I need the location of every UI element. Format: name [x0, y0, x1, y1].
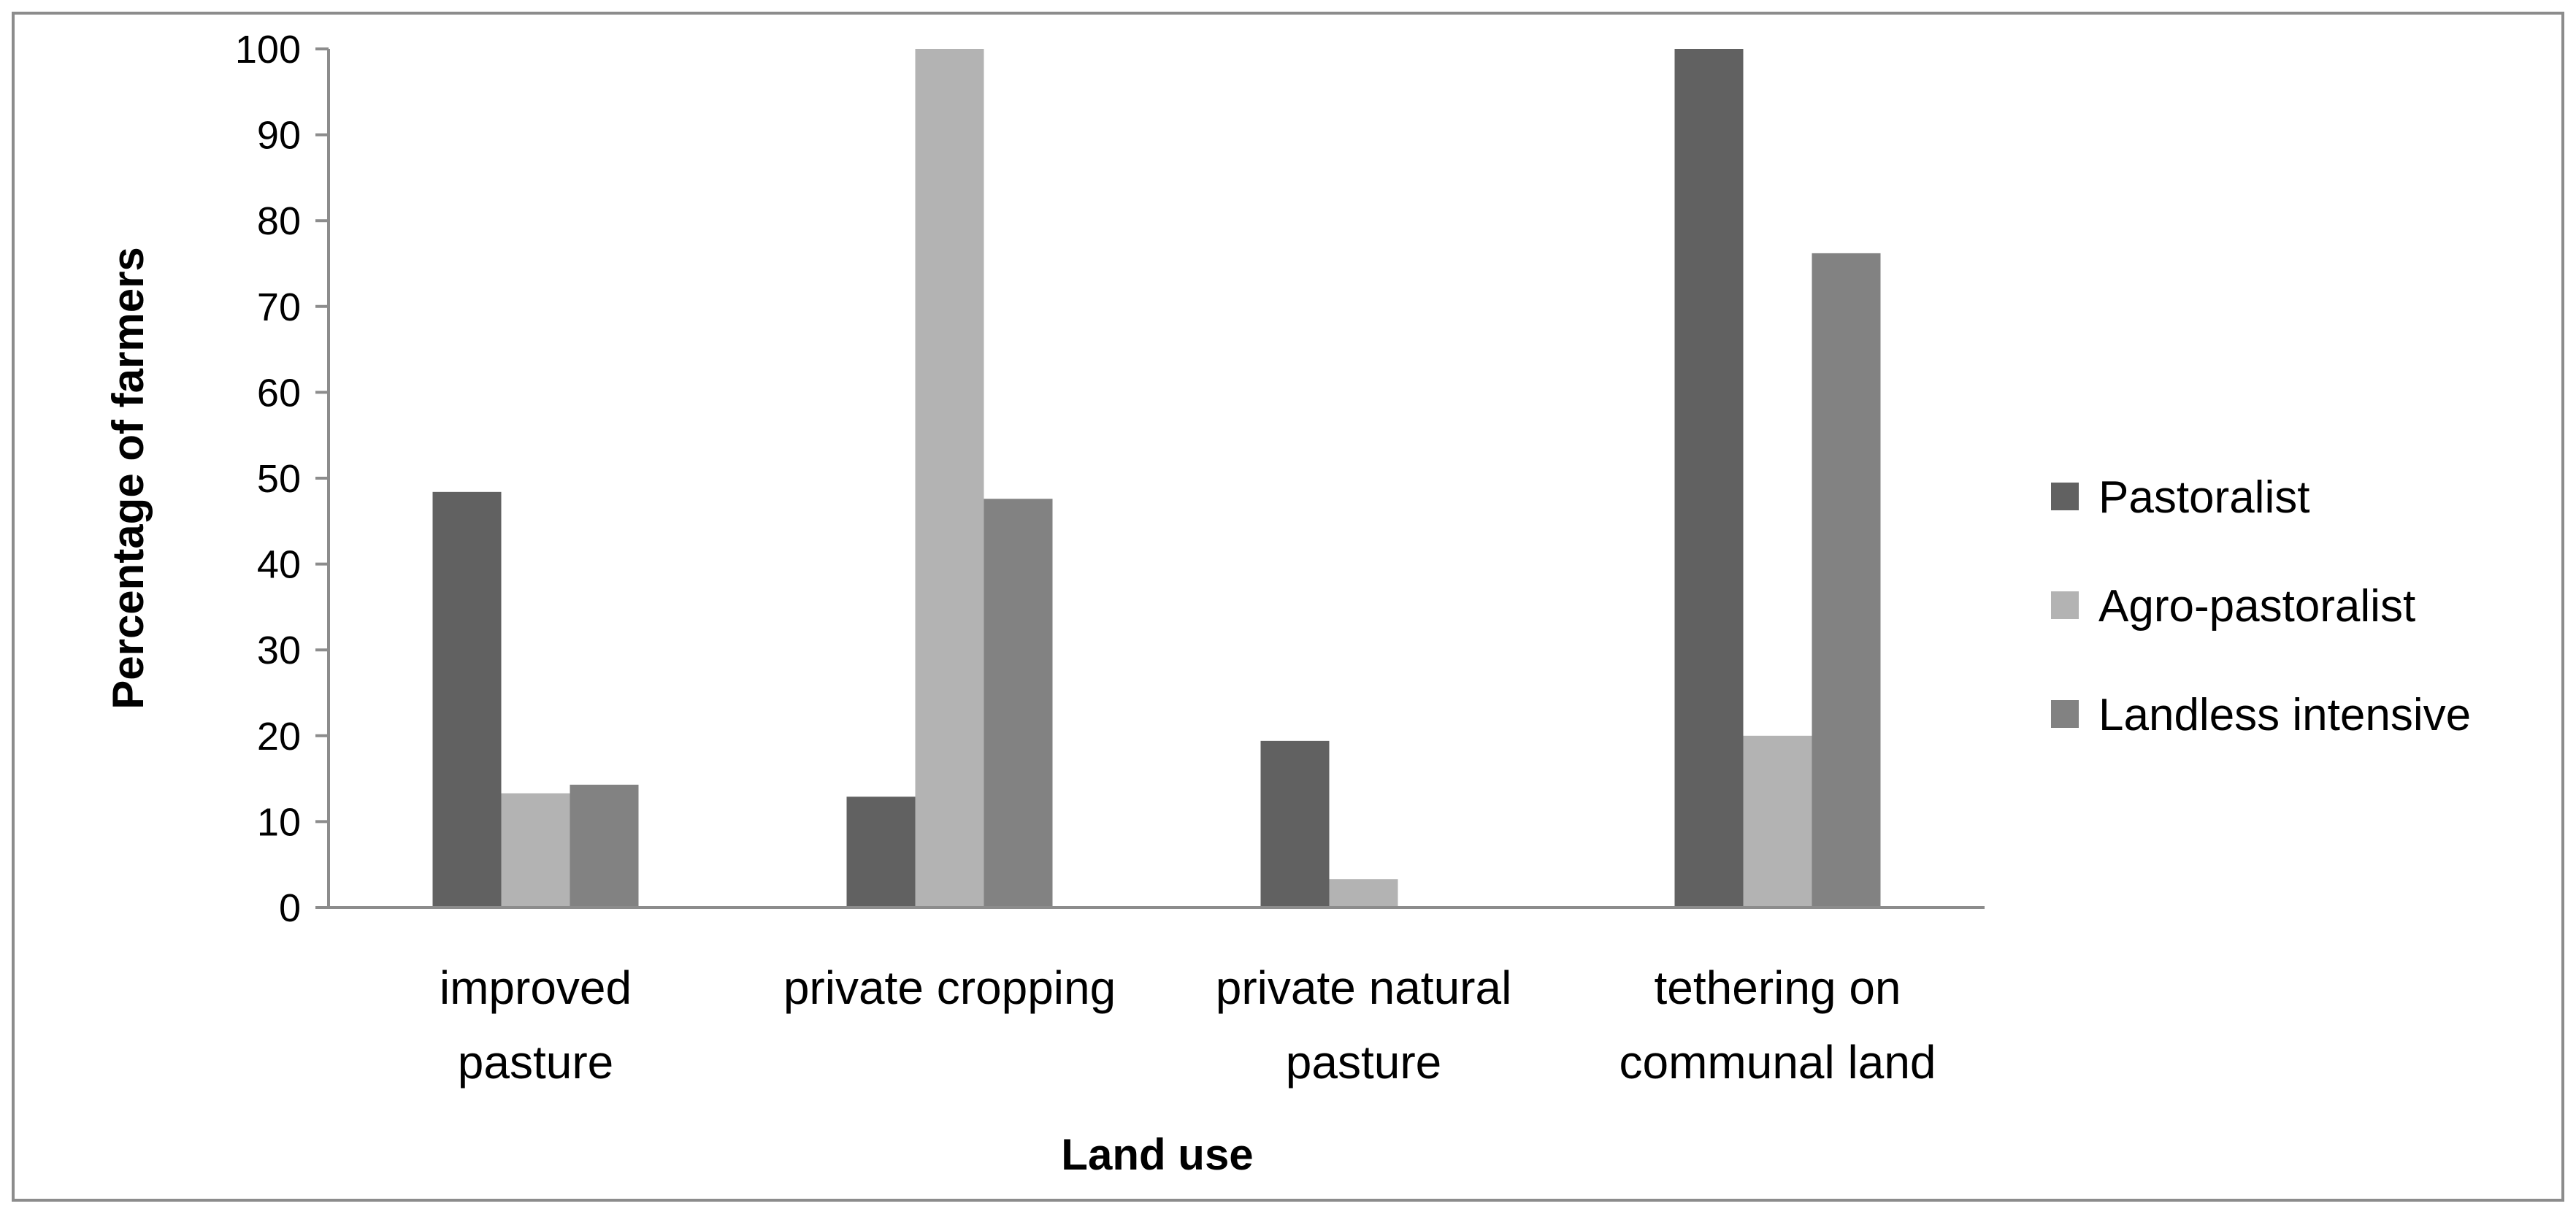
y-tick-label: 80 — [257, 199, 301, 243]
y-tick-label: 50 — [257, 457, 301, 501]
y-tick-label: 10 — [257, 800, 301, 844]
legend-swatch — [2051, 591, 2079, 619]
y-tick-label: 30 — [257, 629, 301, 672]
y-tick-label: 20 — [257, 715, 301, 759]
x-category-label: pasture — [1286, 1036, 1441, 1089]
bar-agro-pastoralist-2 — [1329, 879, 1398, 907]
bar-landless-intensive-3 — [1812, 253, 1881, 907]
x-category-label: tethering on — [1654, 961, 1901, 1014]
y-tick-label: 40 — [257, 543, 301, 587]
legend: Pastoralist Agro-pastoralist Landless inte… — [2051, 472, 2471, 740]
legend-label: Agro-pastoralist — [2098, 581, 2415, 631]
bar-agro-pastoralist-1 — [915, 49, 984, 907]
bar-pastoralist-3 — [1674, 49, 1744, 907]
bar-landless-intensive-1 — [984, 499, 1053, 907]
y-tick-labels: 0 10 20 30 40 50 60 70 80 90 100 — [235, 28, 301, 930]
x-axis-title: Land use — [1061, 1130, 1253, 1179]
y-tick-label: 100 — [235, 28, 301, 72]
x-category-label: improved — [440, 961, 632, 1014]
bar-pastoralist-1 — [846, 796, 916, 907]
axes-group — [315, 47, 1985, 909]
x-category-label: private natural — [1216, 961, 1512, 1014]
bar-landless-intensive-0 — [570, 784, 639, 907]
bar-agro-pastoralist-0 — [501, 793, 570, 907]
x-category-labels: improved pasture private cropping private n… — [440, 961, 1936, 1089]
legend-label: Landless intensive — [2098, 690, 2471, 740]
y-tick-label: 90 — [257, 114, 301, 158]
y-tick-label: 70 — [257, 285, 301, 329]
x-category-label: communal land — [1619, 1036, 1936, 1089]
bar-agro-pastoralist-3 — [1743, 735, 1812, 907]
y-tick-label: 60 — [257, 371, 301, 415]
x-category-label: pasture — [458, 1036, 613, 1089]
bars-group — [432, 49, 1881, 907]
y-tick-label: 0 — [279, 886, 301, 930]
bar-pastoralist-2 — [1260, 740, 1330, 907]
y-axis-title: Percentage of farmers — [104, 247, 153, 710]
legend-label: Pastoralist — [2098, 472, 2309, 523]
x-category-label: private cropping — [783, 961, 1116, 1014]
bar-pastoralist-0 — [432, 491, 502, 907]
legend-swatch — [2051, 483, 2079, 510]
legend-swatch — [2051, 700, 2079, 728]
